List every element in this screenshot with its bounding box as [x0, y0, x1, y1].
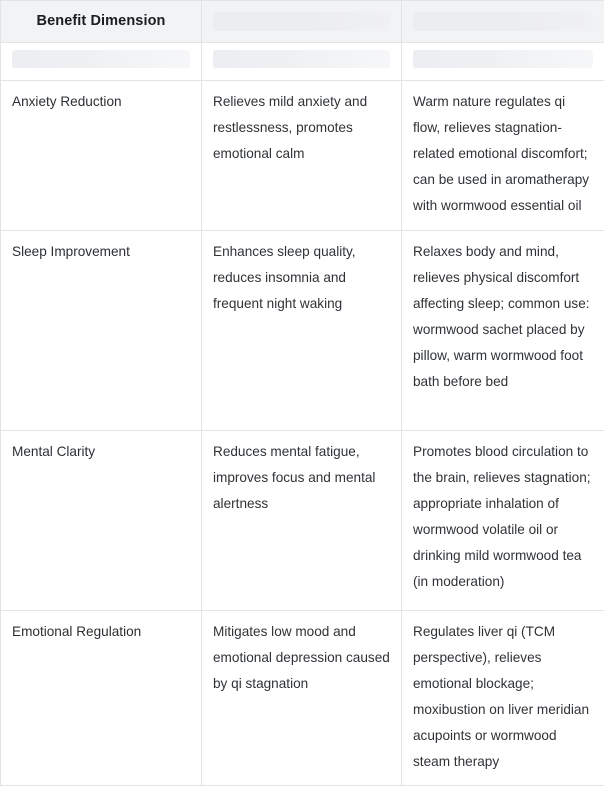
- cell-effect: Mitigates low mood and emotional depress…: [202, 611, 402, 786]
- effect-text: Reduces mental fatigue, improves focus a…: [213, 439, 390, 517]
- column-header-label: Benefit Dimension: [12, 12, 190, 31]
- column-header-effect-placeholder: [202, 1, 402, 43]
- cell-mechanism: Warm nature regulates qi flow, relieves …: [402, 81, 604, 231]
- loading-cell-mechanism: [402, 43, 604, 81]
- skeleton-placeholder-bar: [213, 12, 390, 31]
- cell-mechanism: Regulates liver qi (TCM perspective), re…: [402, 611, 604, 786]
- column-header-mechanism-placeholder: [402, 1, 604, 43]
- dimension-text: Sleep Improvement: [12, 239, 190, 265]
- table-row: Anxiety Reduction Relieves mild anxiety …: [1, 81, 604, 231]
- loading-cell-effect: [202, 43, 402, 81]
- cell-dimension: Mental Clarity: [1, 431, 202, 611]
- dimension-text: Anxiety Reduction: [12, 89, 190, 115]
- skeleton-placeholder-bar: [213, 50, 390, 68]
- table-row: Mental Clarity Reduces mental fatigue, i…: [1, 431, 604, 611]
- cell-effect: Reduces mental fatigue, improves focus a…: [202, 431, 402, 611]
- table-body: Anxiety Reduction Relieves mild anxiety …: [1, 43, 604, 786]
- table-loading-row: [1, 43, 604, 81]
- dimension-text: Mental Clarity: [12, 439, 190, 465]
- skeleton-placeholder-bar: [413, 12, 593, 31]
- cell-effect: Relieves mild anxiety and restlessness, …: [202, 81, 402, 231]
- dimension-text: Emotional Regulation: [12, 619, 190, 645]
- table-row: Sleep Improvement Enhances sleep quality…: [1, 231, 604, 431]
- effect-text: Mitigates low mood and emotional depress…: [213, 619, 390, 697]
- effect-text: Relieves mild anxiety and restlessness, …: [213, 89, 390, 167]
- table-header-row: Benefit Dimension: [1, 1, 604, 43]
- skeleton-placeholder-bar: [12, 50, 190, 68]
- mechanism-text: Warm nature regulates qi flow, relieves …: [413, 89, 593, 219]
- mechanism-text: Relaxes body and mind, relieves physical…: [413, 239, 593, 395]
- effect-text: Enhances sleep quality, reduces insomnia…: [213, 239, 390, 317]
- column-header-benefit-dimension: Benefit Dimension: [1, 1, 202, 43]
- table-row: Emotional Regulation Mitigates low mood …: [1, 611, 604, 786]
- loading-cell-dimension: [1, 43, 202, 81]
- cell-effect: Enhances sleep quality, reduces insomnia…: [202, 231, 402, 431]
- table-head: Benefit Dimension: [1, 1, 604, 43]
- skeleton-placeholder-bar: [413, 50, 593, 68]
- mechanism-text: Promotes blood circulation to the brain,…: [413, 439, 593, 595]
- cell-dimension: Anxiety Reduction: [1, 81, 202, 231]
- cell-dimension: Emotional Regulation: [1, 611, 202, 786]
- cell-mechanism: Relaxes body and mind, relieves physical…: [402, 231, 604, 431]
- cell-mechanism: Promotes blood circulation to the brain,…: [402, 431, 604, 611]
- cell-dimension: Sleep Improvement: [1, 231, 202, 431]
- mechanism-text: Regulates liver qi (TCM perspective), re…: [413, 619, 593, 775]
